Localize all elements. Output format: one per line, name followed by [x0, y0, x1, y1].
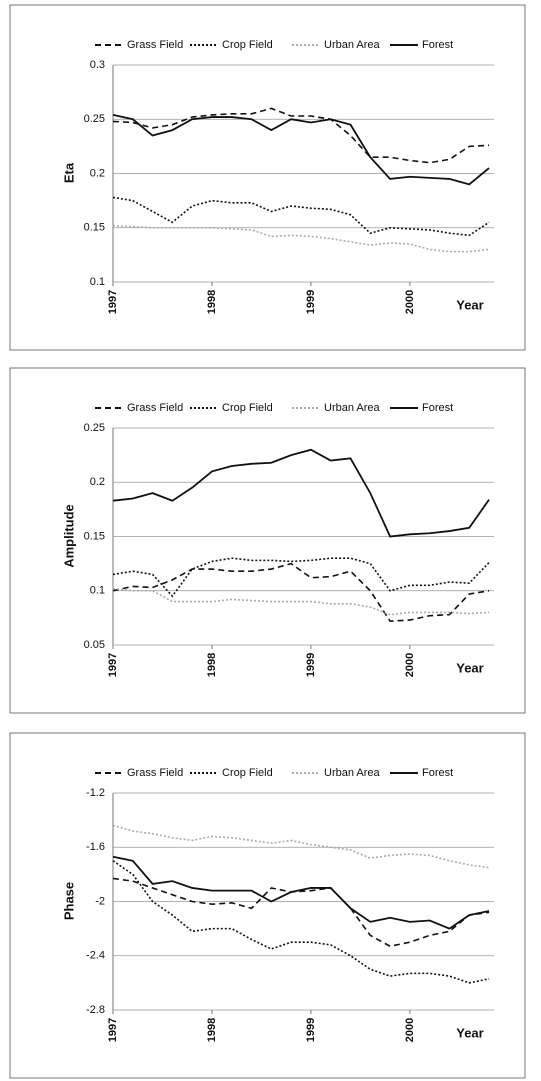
- y-tick-label: 0.1: [90, 276, 105, 288]
- legend-label: Crop Field: [222, 402, 273, 414]
- x-axis-label: Year: [456, 297, 483, 312]
- legend-label: Forest: [422, 402, 453, 414]
- y-axis-label: Amplitude: [61, 504, 76, 568]
- legend-label: Crop Field: [222, 39, 273, 51]
- series-line: [112, 114, 490, 186]
- chart-frame: [9, 367, 526, 714]
- x-tick-label: 1998: [206, 653, 218, 677]
- chart-frame: [9, 732, 526, 1079]
- series-line: [112, 824, 490, 869]
- series-line: [112, 557, 490, 598]
- chart-frame: [9, 4, 526, 351]
- series-line: [112, 448, 490, 538]
- series-line: [112, 562, 490, 622]
- y-tick-label: -2: [95, 895, 105, 907]
- legend-label: Grass Field: [127, 767, 183, 779]
- x-tick-label: 1997: [107, 1018, 119, 1042]
- x-tick-label: 1997: [107, 653, 119, 677]
- x-tick-label: 1998: [206, 290, 218, 314]
- y-tick-label: 0.25: [84, 113, 105, 125]
- series-line: [112, 224, 490, 253]
- x-tick-label: 1997: [107, 290, 119, 314]
- y-axis-label: Phase: [61, 882, 76, 920]
- y-tick-label: -1.2: [86, 787, 105, 799]
- y-tick-label: 0.25: [84, 422, 105, 434]
- legend-label: Grass Field: [127, 402, 183, 414]
- x-tick-label: 1999: [305, 1018, 317, 1042]
- y-tick-label: 0.1: [90, 585, 105, 597]
- series-line: [112, 196, 490, 237]
- legend-label: Urban Area: [324, 767, 381, 779]
- legend-label: Forest: [422, 39, 453, 51]
- y-tick-label: 0.2: [90, 167, 105, 179]
- y-tick-label: 0.05: [84, 639, 105, 651]
- y-tick-label: -2.8: [86, 1004, 105, 1016]
- legend-label: Forest: [422, 767, 453, 779]
- x-tick-label: 2000: [404, 290, 416, 314]
- series-line: [112, 587, 490, 616]
- y-tick-label: 0.15: [84, 530, 105, 542]
- legend-label: Urban Area: [324, 39, 381, 51]
- y-tick-label: 0.3: [90, 59, 105, 71]
- series-line: [112, 107, 490, 164]
- series-line: [112, 860, 490, 984]
- legend-label: Crop Field: [222, 767, 273, 779]
- y-tick-label: -1.6: [86, 841, 105, 853]
- x-tick-label: 2000: [404, 653, 416, 677]
- y-axis-label: Eta: [61, 162, 76, 183]
- legend-label: Urban Area: [324, 402, 381, 414]
- series-line: [112, 855, 490, 930]
- x-tick-label: 1999: [305, 653, 317, 677]
- x-axis-label: Year: [456, 1025, 483, 1040]
- y-tick-label: 0.15: [84, 222, 105, 234]
- x-tick-label: 1999: [305, 290, 317, 314]
- y-tick-label: 0.2: [90, 476, 105, 488]
- series-line: [112, 877, 490, 948]
- x-tick-label: 2000: [404, 1018, 416, 1042]
- x-axis-label: Year: [456, 660, 483, 675]
- y-tick-label: -2.4: [86, 950, 105, 962]
- legend-label: Grass Field: [127, 39, 183, 51]
- x-tick-label: 1998: [206, 1018, 218, 1042]
